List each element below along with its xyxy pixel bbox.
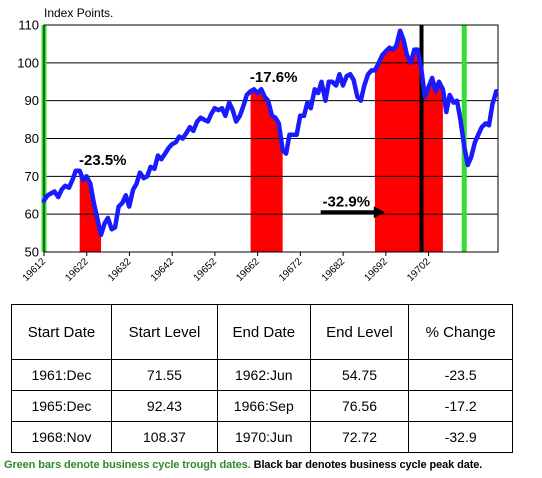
cell-end-date: 1966:Sep [216,390,311,422]
y-tick-label: 110 [18,18,39,33]
x-tick-label: 19672 [277,256,305,284]
cell-start-date: 1961:Dec [11,359,112,391]
cell-end-level: 76.56 [309,390,410,422]
y-tick-label: 60 [25,207,39,222]
y-tick-label: 50 [25,245,39,260]
decline-region [374,30,443,252]
percent-change-annotation: -23.5% [79,152,127,169]
header-start-date: Start Date [11,304,112,360]
table-row: 1965:Dec 92.43 1966:Sep 76.56 -17.2 [11,390,513,422]
percent-change-annotation: -32.9% [323,194,371,211]
y-tick-label: 80 [25,131,39,146]
footnote: Green bars denote business cycle trough … [4,459,482,471]
x-tick-label: 19632 [106,256,134,284]
y-tick-label: 90 [25,93,39,108]
cell-end-level: 72.72 [309,421,410,453]
cell-percent-change: -23.5 [408,359,513,391]
cell-start-level: 92.43 [110,390,218,422]
plot-frame [43,24,499,253]
footnote-peak-note: Black bar denotes business cycle peak da… [250,459,483,471]
decline-summary-table: Start Date Start Level End Date End Leve… [11,304,513,453]
cell-percent-change: -32.9 [408,421,513,453]
cell-percent-change: -17.2 [408,390,513,422]
cell-end-date: 1962:Jun [216,359,311,391]
index-line-chart: Index Points. 50 60 70 80 90 100 110 19612 1962… [17,6,499,284]
table-row: 1968:Nov 108.37 1970:Jun 72.72 -32.9 [11,421,513,453]
y-tick-label: 100 [17,55,39,70]
index-series-line [41,28,499,238]
x-tick-label: 19662 [234,256,262,284]
peak-bar [419,25,424,252]
y-axis-label: Index Points. [44,6,113,20]
cell-end-date: 1970:Jun [216,421,311,453]
header-end-date: End Date [216,304,311,360]
header-end-level: End Level [309,304,410,360]
header-start-level: Start Level [110,304,218,360]
x-tick-label: 19692 [363,256,391,284]
table-header-row: Start Date Start Level End Date End Leve… [11,304,513,360]
x-tick-label: 19612 [21,256,49,284]
cell-start-date: 1968:Nov [11,421,112,453]
cell-start-level: 71.55 [110,359,218,391]
percent-change-annotation: -17.6% [250,69,298,86]
x-tick-label: 19642 [149,256,177,284]
x-tick-label: 19682 [320,256,348,284]
header-percent-change: % Change [408,304,513,360]
x-tick-label: 19652 [192,256,220,284]
cell-end-level: 54.75 [309,359,410,391]
footnote-trough-note: Green bars denote business cycle trough … [4,459,251,471]
cell-start-date: 1965:Dec [11,390,112,422]
x-tick-label: 19702 [405,256,433,284]
decline-region [250,89,283,252]
decline-region [79,170,102,252]
x-tick-label: 19622 [63,256,91,284]
decline-arrow-head [373,206,385,219]
y-tick-label: 70 [25,169,39,184]
cell-start-level: 108.37 [110,421,218,453]
table-row: 1961:Dec 71.55 1962:Jun 54.75 -23.5 [11,359,513,391]
